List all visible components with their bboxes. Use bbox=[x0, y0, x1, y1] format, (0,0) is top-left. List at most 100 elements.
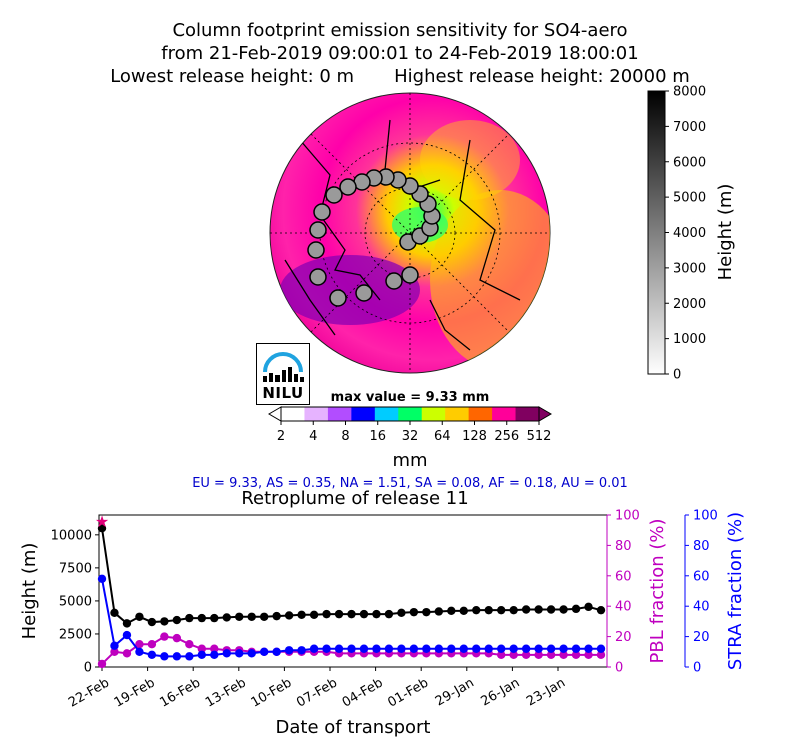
colorbar-low-arrow bbox=[268, 406, 282, 422]
series-point-pbl bbox=[559, 650, 568, 660]
series-point-pbl bbox=[110, 647, 119, 656]
series-point-stra bbox=[521, 644, 531, 653]
y-stra-tick-label: 0 bbox=[693, 661, 701, 676]
series-point-pbl bbox=[596, 650, 606, 660]
x-tick-label: 19-Feb bbox=[112, 675, 158, 710]
colorbar-segment bbox=[515, 407, 540, 421]
series-point-stra bbox=[172, 652, 182, 661]
y-stra-tick-label: 100 bbox=[693, 509, 718, 524]
series-point-height bbox=[185, 613, 194, 623]
x-tick-label: 01-Feb bbox=[385, 675, 431, 710]
polar-map bbox=[269, 92, 551, 374]
series-point-pbl bbox=[122, 649, 132, 658]
plume-marker bbox=[309, 268, 327, 286]
height-tick-label: 1000 bbox=[673, 332, 706, 347]
series-point-stra bbox=[284, 646, 294, 655]
series-point-pbl bbox=[160, 632, 169, 641]
x-tick-label: 04-Feb bbox=[340, 675, 386, 710]
x-tick-label: 16-Feb bbox=[157, 675, 203, 710]
colorbar-segment bbox=[281, 407, 305, 421]
x-tick-label: 22-Feb bbox=[66, 675, 112, 710]
series-point-height bbox=[534, 605, 543, 614]
series-point-stra bbox=[359, 644, 369, 653]
plume-marker bbox=[307, 241, 325, 259]
y-pbl-tick-label: 40 bbox=[615, 600, 632, 615]
height-tick-label: 6000 bbox=[673, 155, 706, 170]
map-title-line-3: Lowest release height: 0 m Highest relea… bbox=[110, 66, 690, 87]
series-point-height bbox=[197, 613, 206, 623]
colorbar-segment bbox=[374, 407, 399, 421]
series-point-pbl bbox=[185, 640, 194, 649]
colorbar-tick-label: 16 bbox=[369, 429, 386, 444]
plume-marker bbox=[385, 272, 403, 290]
series-point-stra bbox=[160, 652, 169, 661]
series-point-stra bbox=[259, 647, 269, 656]
series-point-stra bbox=[347, 644, 356, 653]
series-point-pbl bbox=[135, 640, 144, 649]
series-point-stra bbox=[247, 649, 256, 658]
series-point-pbl bbox=[584, 650, 593, 660]
series-point-stra bbox=[110, 641, 119, 650]
colorbar-tick-label: 512 bbox=[527, 429, 552, 444]
series-point-height bbox=[284, 611, 294, 620]
colorbar-segment bbox=[468, 407, 493, 421]
colorbar-segment bbox=[398, 407, 423, 421]
series-point-pbl bbox=[97, 659, 107, 669]
series-point-stra bbox=[197, 650, 206, 660]
series-point-stra bbox=[222, 649, 231, 658]
y-pbl-tick-label: 0 bbox=[615, 661, 623, 676]
colorbar-segment bbox=[327, 407, 352, 421]
series-point-height bbox=[97, 524, 107, 533]
series-point-pbl bbox=[147, 640, 157, 649]
height-tick-label: 8000 bbox=[673, 85, 706, 100]
series-point-stra bbox=[372, 644, 381, 653]
colorbar-tick-label: 32 bbox=[402, 429, 419, 444]
colorbar-tick-label: 8 bbox=[341, 429, 349, 444]
height-tick-label: 4000 bbox=[673, 226, 706, 241]
y-left-tick-label: 10000 bbox=[51, 528, 92, 543]
series-point-stra bbox=[584, 644, 593, 653]
colorbar-segment bbox=[492, 407, 517, 421]
series-point-height bbox=[222, 613, 231, 622]
map-title-line-1: Column footprint emission sensitivity fo… bbox=[172, 20, 628, 41]
series-point-height bbox=[297, 610, 306, 619]
series-point-height bbox=[147, 617, 157, 627]
series-point-height bbox=[409, 607, 419, 617]
x-tick-label: 07-Feb bbox=[294, 675, 340, 710]
max-value-label: max value = 9.33 mm bbox=[331, 390, 490, 405]
series-point-height bbox=[110, 608, 119, 618]
series-point-stra bbox=[297, 646, 306, 655]
meridians bbox=[270, 93, 550, 373]
series-point-stra bbox=[596, 644, 606, 653]
y-stra-tick-label: 20 bbox=[693, 630, 710, 645]
series-point-height bbox=[546, 605, 556, 614]
series-point-stra bbox=[272, 647, 281, 656]
series-point-height bbox=[359, 609, 369, 619]
series-point-height bbox=[497, 605, 506, 615]
series-point-height bbox=[447, 606, 456, 616]
series-point-height bbox=[322, 609, 331, 619]
y-stra-tick-label: 80 bbox=[693, 539, 710, 554]
series-point-height bbox=[584, 602, 593, 612]
y-axis-left-label: Height (m) bbox=[19, 543, 40, 640]
series-point-stra bbox=[147, 650, 157, 660]
series-point-height bbox=[122, 619, 132, 628]
colorbar-segment bbox=[445, 407, 470, 421]
chart-title: Retroplume of release 11 bbox=[241, 488, 469, 509]
series-point-stra bbox=[534, 644, 543, 653]
series-point-height bbox=[135, 612, 144, 621]
series-point-pbl bbox=[197, 644, 206, 653]
series-point-height bbox=[434, 607, 444, 616]
plume-marker bbox=[309, 221, 327, 239]
plume-marker bbox=[313, 203, 331, 221]
height-colorbar-ticks: 0 1000 2000 3000 4000 5000 6000 7000 8000 bbox=[665, 85, 706, 383]
series-point-height bbox=[235, 612, 244, 621]
colorbar-tick-label: 4 bbox=[309, 429, 317, 444]
plot-area bbox=[98, 514, 608, 668]
x-tick-label: 26-Jan bbox=[479, 675, 523, 709]
x-axis-label: Date of transport bbox=[276, 717, 431, 738]
series-point-stra bbox=[484, 644, 493, 653]
plume-marker bbox=[339, 178, 357, 196]
y-left-tick-label: 0 bbox=[84, 661, 92, 676]
